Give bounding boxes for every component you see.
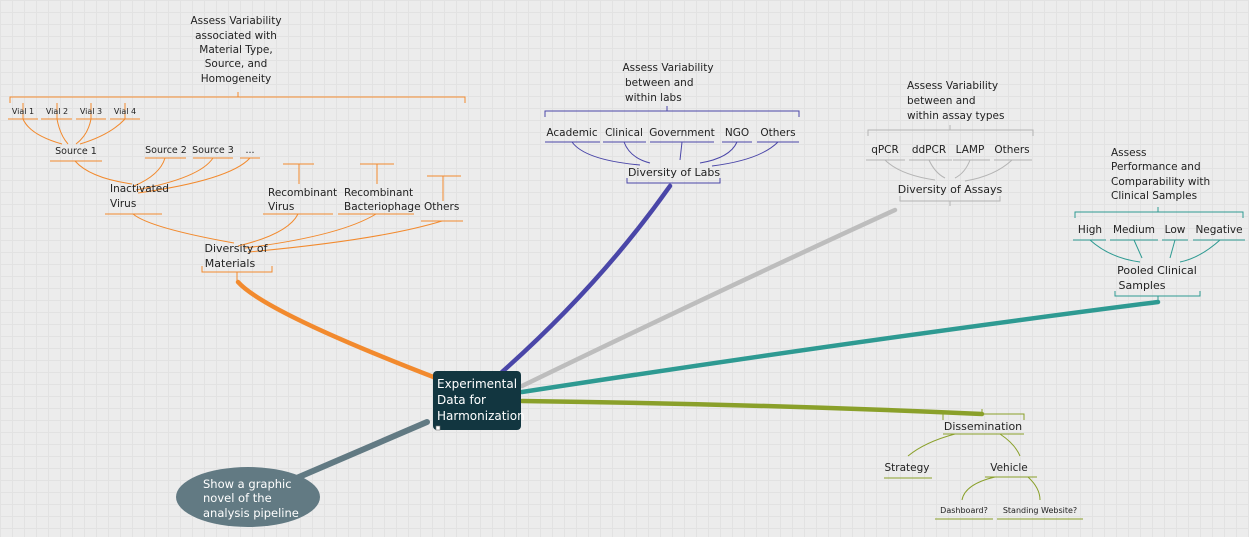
vial-3[interactable]: Vial 3 — [80, 107, 102, 116]
assays-heading-line-1: Assess Variability — [907, 80, 998, 92]
assays-group — [866, 125, 1034, 206]
inactivated-virus-line-1[interactable]: Inactivated — [110, 183, 169, 195]
labs-heading-line-3: within labs — [625, 92, 682, 104]
labs-heading-line-2: between and — [625, 77, 694, 89]
assays-hub[interactable]: Diversity of Assays — [898, 183, 1003, 196]
recombinant-virus-line-1[interactable]: Recombinant — [268, 187, 337, 199]
labs-heading-line-1: Assess Variability — [622, 62, 713, 74]
source-1[interactable]: Source 1 — [55, 146, 97, 157]
clinical-heading-line-4: Clinical Samples — [1111, 190, 1197, 202]
lab-clinical[interactable]: Clinical — [605, 127, 643, 139]
lab-ngo[interactable]: NGO — [725, 127, 749, 139]
branch-dissemination[interactable] — [519, 398, 985, 417]
clinical-hub-line-1[interactable]: Pooled Clinical — [1117, 264, 1197, 277]
labs-group — [544, 106, 800, 188]
labs-hub[interactable]: Diversity of Labs — [628, 166, 720, 179]
clinical-labels: Assess Performance and Comparability wit… — [1078, 147, 1243, 292]
branch-assays[interactable] — [519, 207, 898, 389]
note-line-1: Show a graphic — [203, 477, 292, 491]
note-line-3: analysis pipeline — [203, 506, 299, 520]
assay-ddpcr[interactable]: ddPCR — [912, 144, 946, 156]
assays-labels: Assess Variability between and within as… — [871, 80, 1029, 196]
lab-others[interactable]: Others — [760, 127, 795, 139]
branch-note[interactable] — [289, 419, 430, 483]
branch-materials[interactable] — [235, 279, 439, 381]
materials-labels: Assess Variability associated with Mater… — [12, 15, 459, 270]
materials-heading-line-1: Assess Variability — [190, 15, 281, 27]
clinical-heading-line-3: Comparability with — [1111, 176, 1210, 188]
assays-heading-line-3: within assay types — [907, 110, 1004, 122]
central-line-2: Data for — [437, 393, 486, 407]
dissemination-vehicle[interactable]: Vehicle — [990, 462, 1028, 474]
materials-group — [8, 92, 466, 282]
assays-heading-line-2: between and — [907, 95, 976, 107]
vial-4[interactable]: Vial 4 — [114, 107, 136, 116]
note-line-2: novel of the — [203, 491, 272, 505]
dissemination-strategy[interactable]: Strategy — [885, 462, 930, 474]
recombinant-virus-line-2[interactable]: Virus — [268, 201, 294, 213]
vehicle-dashboard[interactable]: Dashboard? — [940, 506, 988, 515]
materials-others[interactable]: Others — [424, 201, 459, 213]
recombinant-phage-line-1[interactable]: Recombinant — [344, 187, 413, 199]
labs-labels: Assess Variability between and within la… — [546, 62, 795, 179]
central-line-1: Experimental — [437, 377, 517, 391]
vial-1[interactable]: Vial 1 — [12, 107, 34, 116]
source-more[interactable]: ... — [245, 145, 254, 156]
clinical-medium[interactable]: Medium — [1113, 224, 1155, 236]
clinical-negative[interactable]: Negative — [1195, 224, 1242, 236]
branch-clinical[interactable] — [519, 299, 1161, 395]
materials-heading-line-4: Source, and — [205, 58, 268, 70]
assay-qpcr[interactable]: qPCR — [871, 144, 899, 156]
inactivated-virus-line-2[interactable]: Virus — [110, 198, 136, 210]
clinical-low[interactable]: Low — [1165, 224, 1186, 236]
clinical-group — [1073, 207, 1245, 302]
clinical-high[interactable]: High — [1078, 224, 1102, 236]
central-node[interactable]: Experimental Data for Harmonization — [433, 371, 525, 431]
materials-heading-line-3: Material Type, — [199, 44, 272, 56]
central-line-3: Harmonization — [437, 409, 525, 423]
vehicle-standing-website[interactable]: Standing Website? — [1003, 506, 1077, 515]
materials-hub-line-2[interactable]: Materials — [205, 257, 256, 270]
clinical-heading-line-2: Performance and — [1111, 161, 1201, 173]
assay-lamp[interactable]: LAMP — [956, 144, 985, 156]
lab-academic[interactable]: Academic — [546, 127, 597, 139]
lab-government[interactable]: Government — [649, 127, 714, 139]
central-resize-handle — [435, 425, 441, 431]
dissemination-labels: Dissemination Strategy Vehicle Dashboard… — [885, 420, 1078, 515]
recombinant-phage-line-2[interactable]: Bacteriophage — [344, 201, 421, 213]
branch-labs[interactable] — [499, 183, 673, 375]
materials-hub-line-1[interactable]: Diversity of — [204, 242, 268, 255]
materials-heading-line-2: associated with — [195, 30, 277, 42]
assay-others[interactable]: Others — [994, 144, 1029, 156]
main-branches — [235, 183, 1161, 483]
vial-2[interactable]: Vial 2 — [46, 107, 68, 116]
clinical-hub-line-2[interactable]: Samples — [1119, 279, 1166, 292]
source-3[interactable]: Source 3 — [192, 145, 234, 156]
graphic-novel-note[interactable]: Show a graphic novel of the analysis pip… — [176, 467, 320, 527]
clinical-heading-line-1: Assess — [1111, 147, 1147, 159]
dissemination-hub[interactable]: Dissemination — [944, 420, 1022, 433]
dissemination-group — [884, 409, 1083, 520]
materials-heading-line-5: Homogeneity — [201, 73, 271, 85]
source-2[interactable]: Source 2 — [145, 145, 187, 156]
